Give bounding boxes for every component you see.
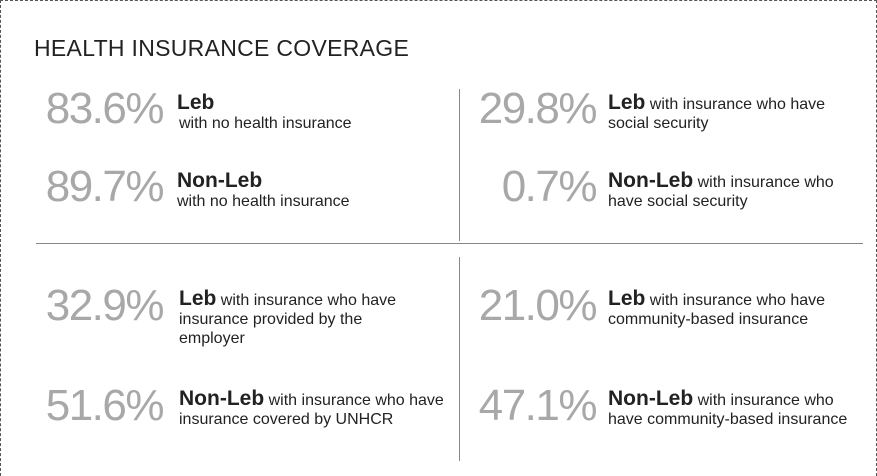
description: with insurance who have social security (608, 96, 826, 132)
stat-label: Leb with insurance who have community-ba… (608, 287, 853, 329)
title: HEALTH INSURANCE COVERAGE (34, 35, 410, 61)
stat-label: Non-Leb with no health insurance (177, 170, 447, 211)
description: with insurance who have community-based … (608, 392, 848, 428)
divider (459, 257, 460, 461)
description: with insurance who have insurance provid… (179, 292, 397, 347)
description: with insurance who have social security (608, 174, 834, 210)
group: Leb (177, 91, 215, 114)
stat-value: 47.1% (478, 381, 598, 430)
divider (459, 89, 460, 241)
group: Leb (608, 91, 646, 114)
stat-label: Leb with insurance who have social secur… (608, 91, 843, 133)
stat-label: Non-Leb with insurance who have insuranc… (179, 387, 444, 429)
group: Non-Leb (177, 169, 263, 192)
group: Non-Leb (608, 169, 694, 192)
group: Non-Leb (608, 387, 694, 410)
stat-label: Non-Leb with insurance who have communit… (608, 387, 870, 429)
description: with insurance who have community-based … (608, 292, 826, 328)
stat-value: 0.7% (501, 162, 598, 211)
stat-value: 83.6% (45, 84, 165, 133)
group: Leb (179, 287, 217, 310)
stat-label: Non-Leb with insurance who have social s… (608, 169, 870, 211)
stat-label: Leb with insurance who have insurance pr… (179, 287, 419, 348)
description: with no health insurance (177, 193, 350, 210)
group: Leb (608, 287, 646, 310)
group: Non-Leb (179, 387, 265, 410)
description: with insurance who have insurance covere… (179, 392, 444, 428)
stat-value: 21.0% (478, 281, 598, 330)
stat-label: Leb with no health insurance (177, 92, 447, 133)
description: with no health insurance (179, 115, 352, 132)
stat-value: 89.7% (45, 162, 165, 211)
divider (36, 243, 863, 244)
stat-value: 51.6% (45, 381, 165, 430)
stat-value: 29.8% (478, 84, 598, 133)
stat-value: 32.9% (45, 281, 165, 330)
